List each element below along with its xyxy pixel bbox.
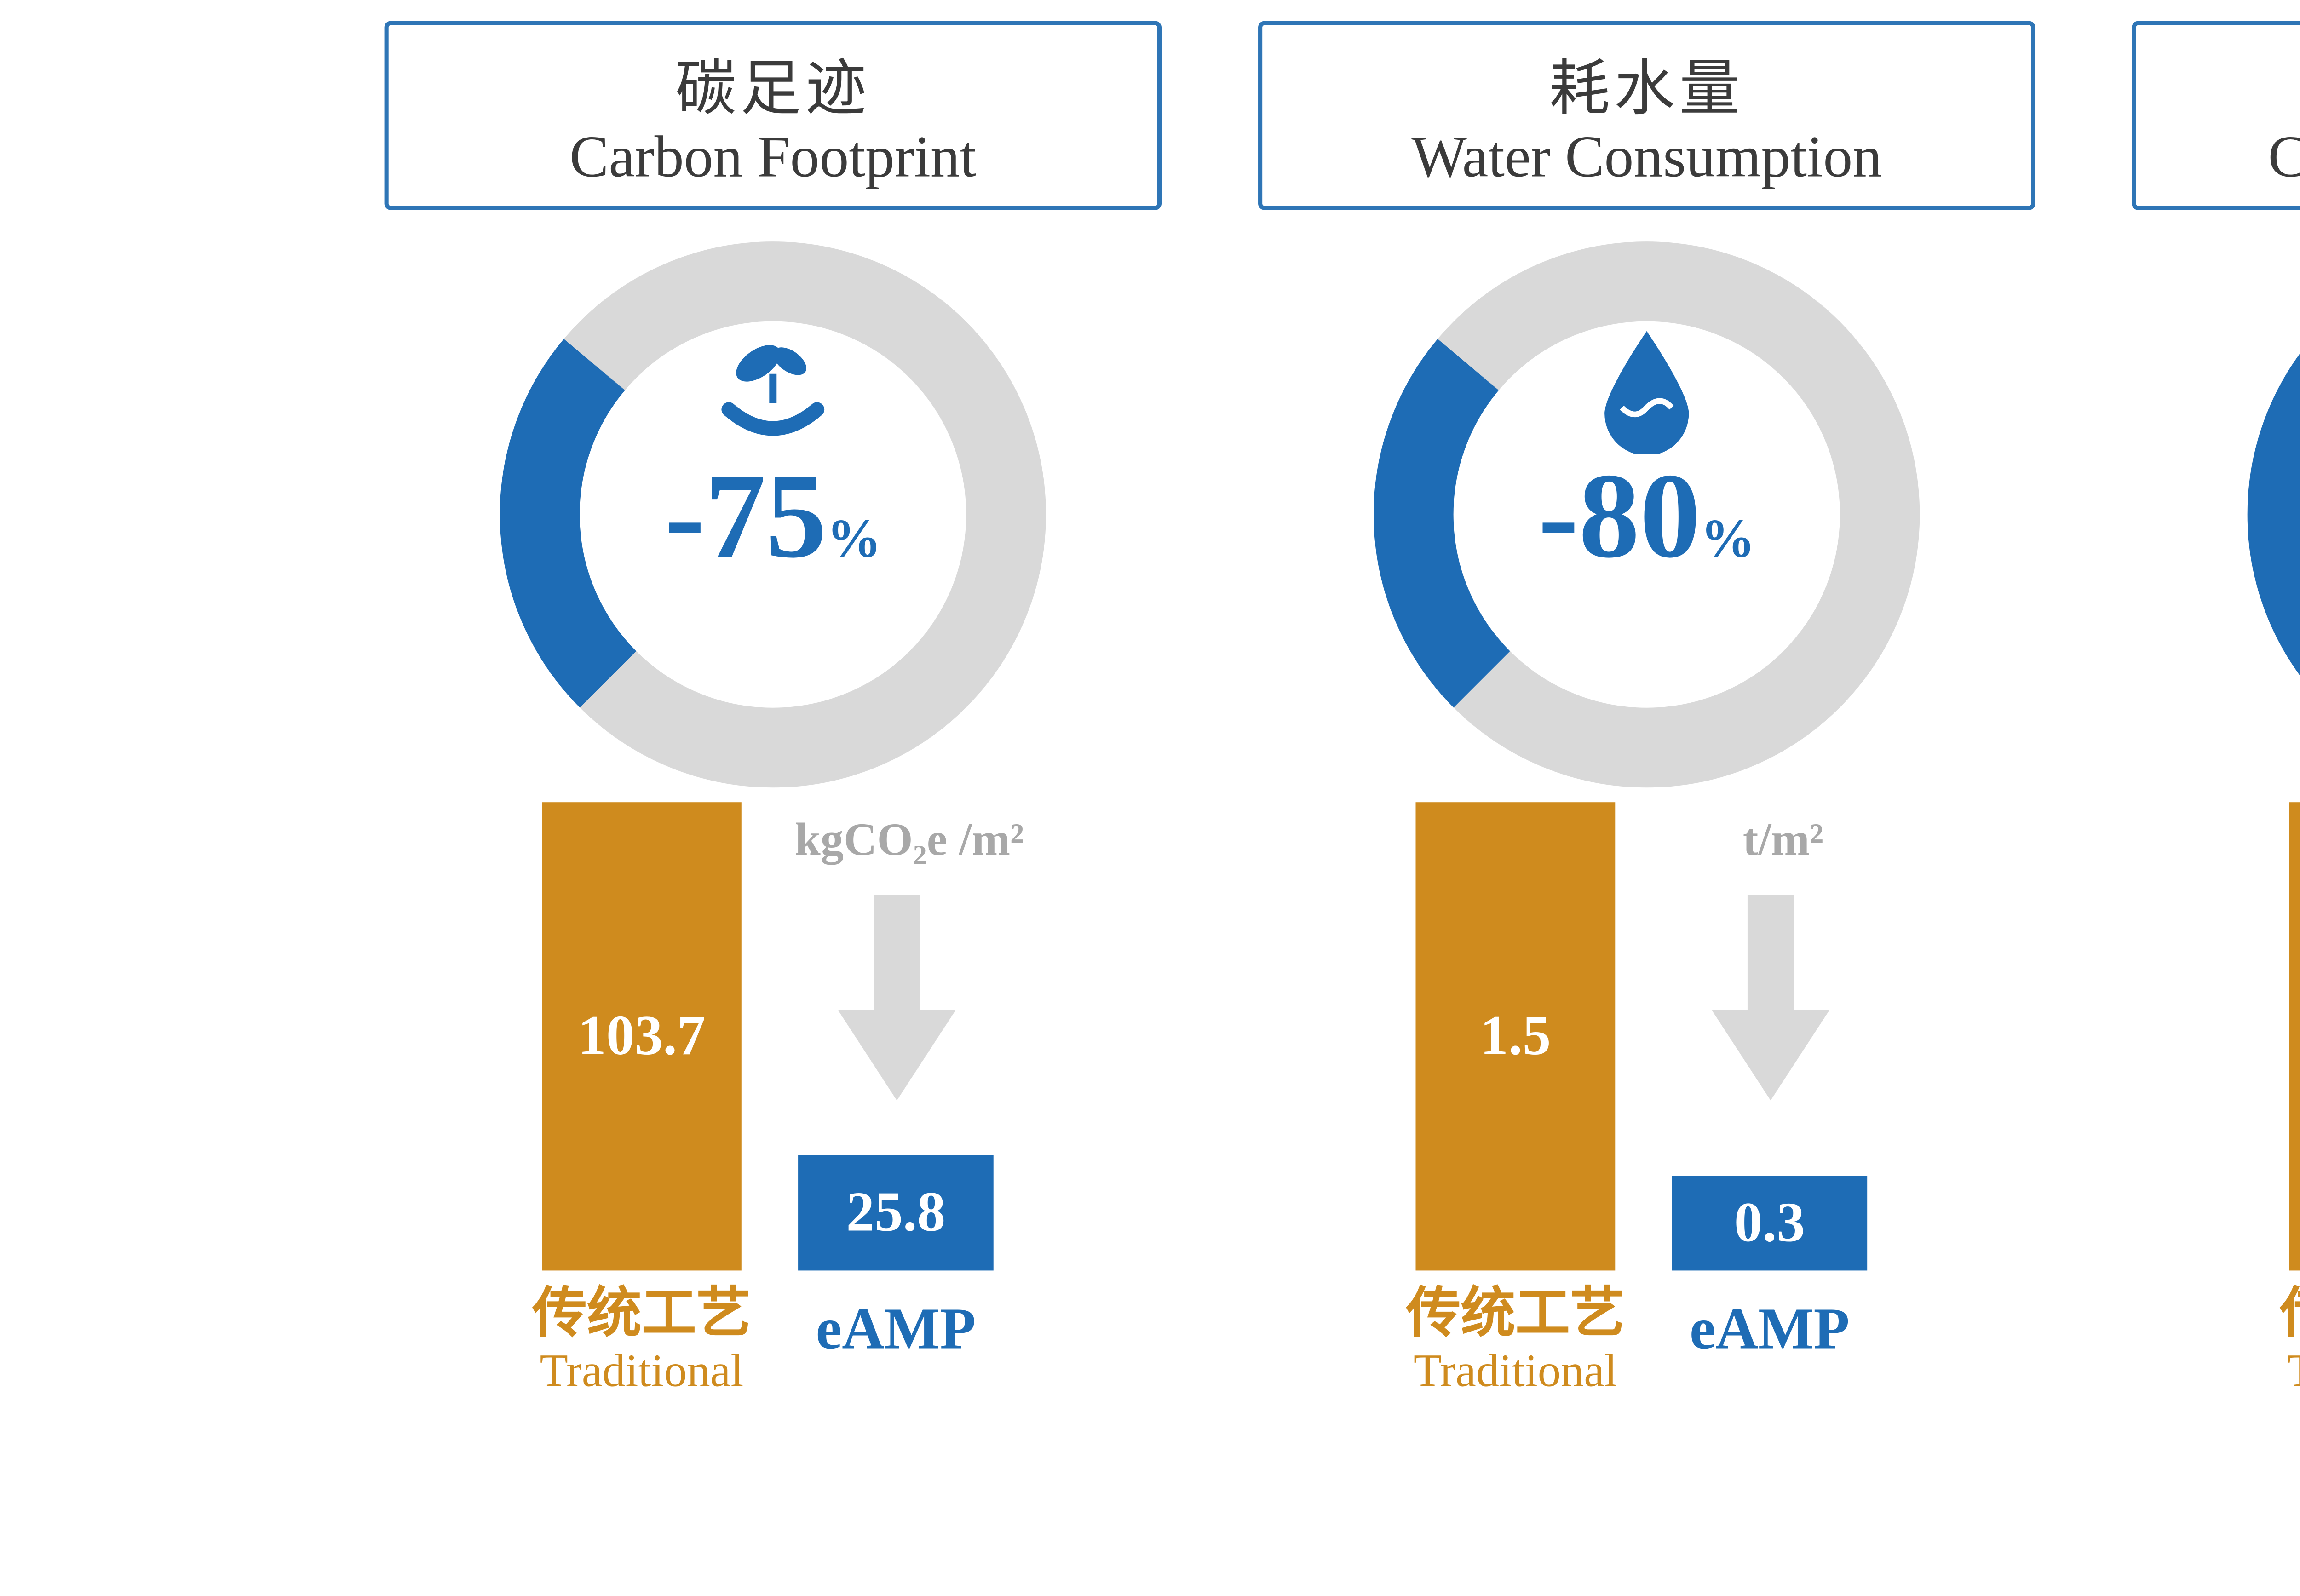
water-drop-icon xyxy=(1604,331,1689,454)
reduction-value: -70% xyxy=(2248,449,2300,583)
eamp-bar: 0.3 xyxy=(1672,1176,1868,1271)
traditional-bar-value: 103.7 xyxy=(578,1004,706,1067)
panel-title-zh: 碳足迹 xyxy=(675,56,871,123)
traditional-label: 传统工艺 Traditional xyxy=(2248,1284,2300,1396)
bar-chart: t/m² 1.5 0.3 xyxy=(1258,802,2035,1271)
eamp-bar: 25.8 xyxy=(798,1155,994,1271)
panel-copper-consumption: 铜损耗 Copper Consumption -70% g/m² xyxy=(2132,21,2300,1491)
donut-ring xyxy=(500,241,1046,788)
traditional-label: 传统工艺 Traditional xyxy=(1374,1283,1657,1396)
eamp-label: eAMP xyxy=(816,1297,976,1363)
reduction-number: -75 xyxy=(664,447,827,584)
traditional-label-en: Traditional xyxy=(1413,1343,1617,1396)
traditional-label-en: Traditional xyxy=(2248,1344,2300,1396)
traditional-bar: 1.5 xyxy=(1415,802,1616,1271)
panel-carbon-footprint: 碳足迹 Carbon Footprint -75% xyxy=(384,21,1162,1491)
unit-label: t/m² xyxy=(1742,813,1824,866)
donut-ring xyxy=(1374,241,1920,788)
bar-chart: kgCO₂e /m² 103.7 25.8 xyxy=(385,802,1162,1271)
eamp-bar-value: 0.3 xyxy=(1734,1190,1805,1254)
reduction-number: -80 xyxy=(1538,447,1701,584)
down-arrow-icon xyxy=(1712,895,1829,1101)
donut-gauge: -75% xyxy=(500,235,1046,794)
leaf-hand-icon xyxy=(721,345,825,436)
donut-gauge: -80% xyxy=(1374,235,1920,794)
panel-water-consumption: 耗水量 Water Consumption -80% t/m² xyxy=(1258,21,2036,1491)
traditional-label-zh: 传统工艺 xyxy=(1406,1283,1625,1344)
percent-sign: % xyxy=(827,508,882,569)
panel-title-en: Carbon Footprint xyxy=(569,125,977,190)
panel-title-box: 铜损耗 Copper Consumption xyxy=(2132,21,2300,210)
traditional-label: 传统工艺 Traditional xyxy=(500,1283,783,1396)
traditional-bar: 103.7 xyxy=(542,802,742,1271)
reduction-value: -75% xyxy=(500,447,1046,584)
traditional-label-zh: 传统工艺 xyxy=(532,1283,751,1344)
traditional-bar-value: 1.5 xyxy=(1480,1004,1551,1067)
traditional-bar: 161 xyxy=(2289,802,2300,1271)
percent-sign: % xyxy=(1700,508,1755,569)
eamp-bar-value: 25.8 xyxy=(846,1180,946,1244)
down-arrow-icon xyxy=(838,895,956,1101)
traditional-label-zh: 传统工艺 xyxy=(2248,1284,2300,1345)
donut-gauge: -70% xyxy=(2247,235,2300,794)
eamp-label: eAMP xyxy=(1689,1297,1850,1363)
reduction-value: -80% xyxy=(1374,447,1920,584)
panel-title-box: 耗水量 Water Consumption xyxy=(1258,21,2036,210)
panel-title-zh: 耗水量 xyxy=(1549,56,1745,123)
traditional-label-en: Traditional xyxy=(540,1343,744,1396)
donut-ring xyxy=(2247,353,2300,676)
panels-row: 碳足迹 Carbon Footprint -75% xyxy=(384,21,2300,1491)
unit-label: kgCO₂e /m² xyxy=(794,813,1024,866)
bar-chart: g/m² 161 55 xyxy=(2132,802,2300,1271)
panel-title-en: Water Consumption xyxy=(1411,125,1882,190)
panel-title-en: Copper Consumption xyxy=(2268,126,2300,192)
panel-title-box: 碳足迹 Carbon Footprint xyxy=(384,21,1162,210)
